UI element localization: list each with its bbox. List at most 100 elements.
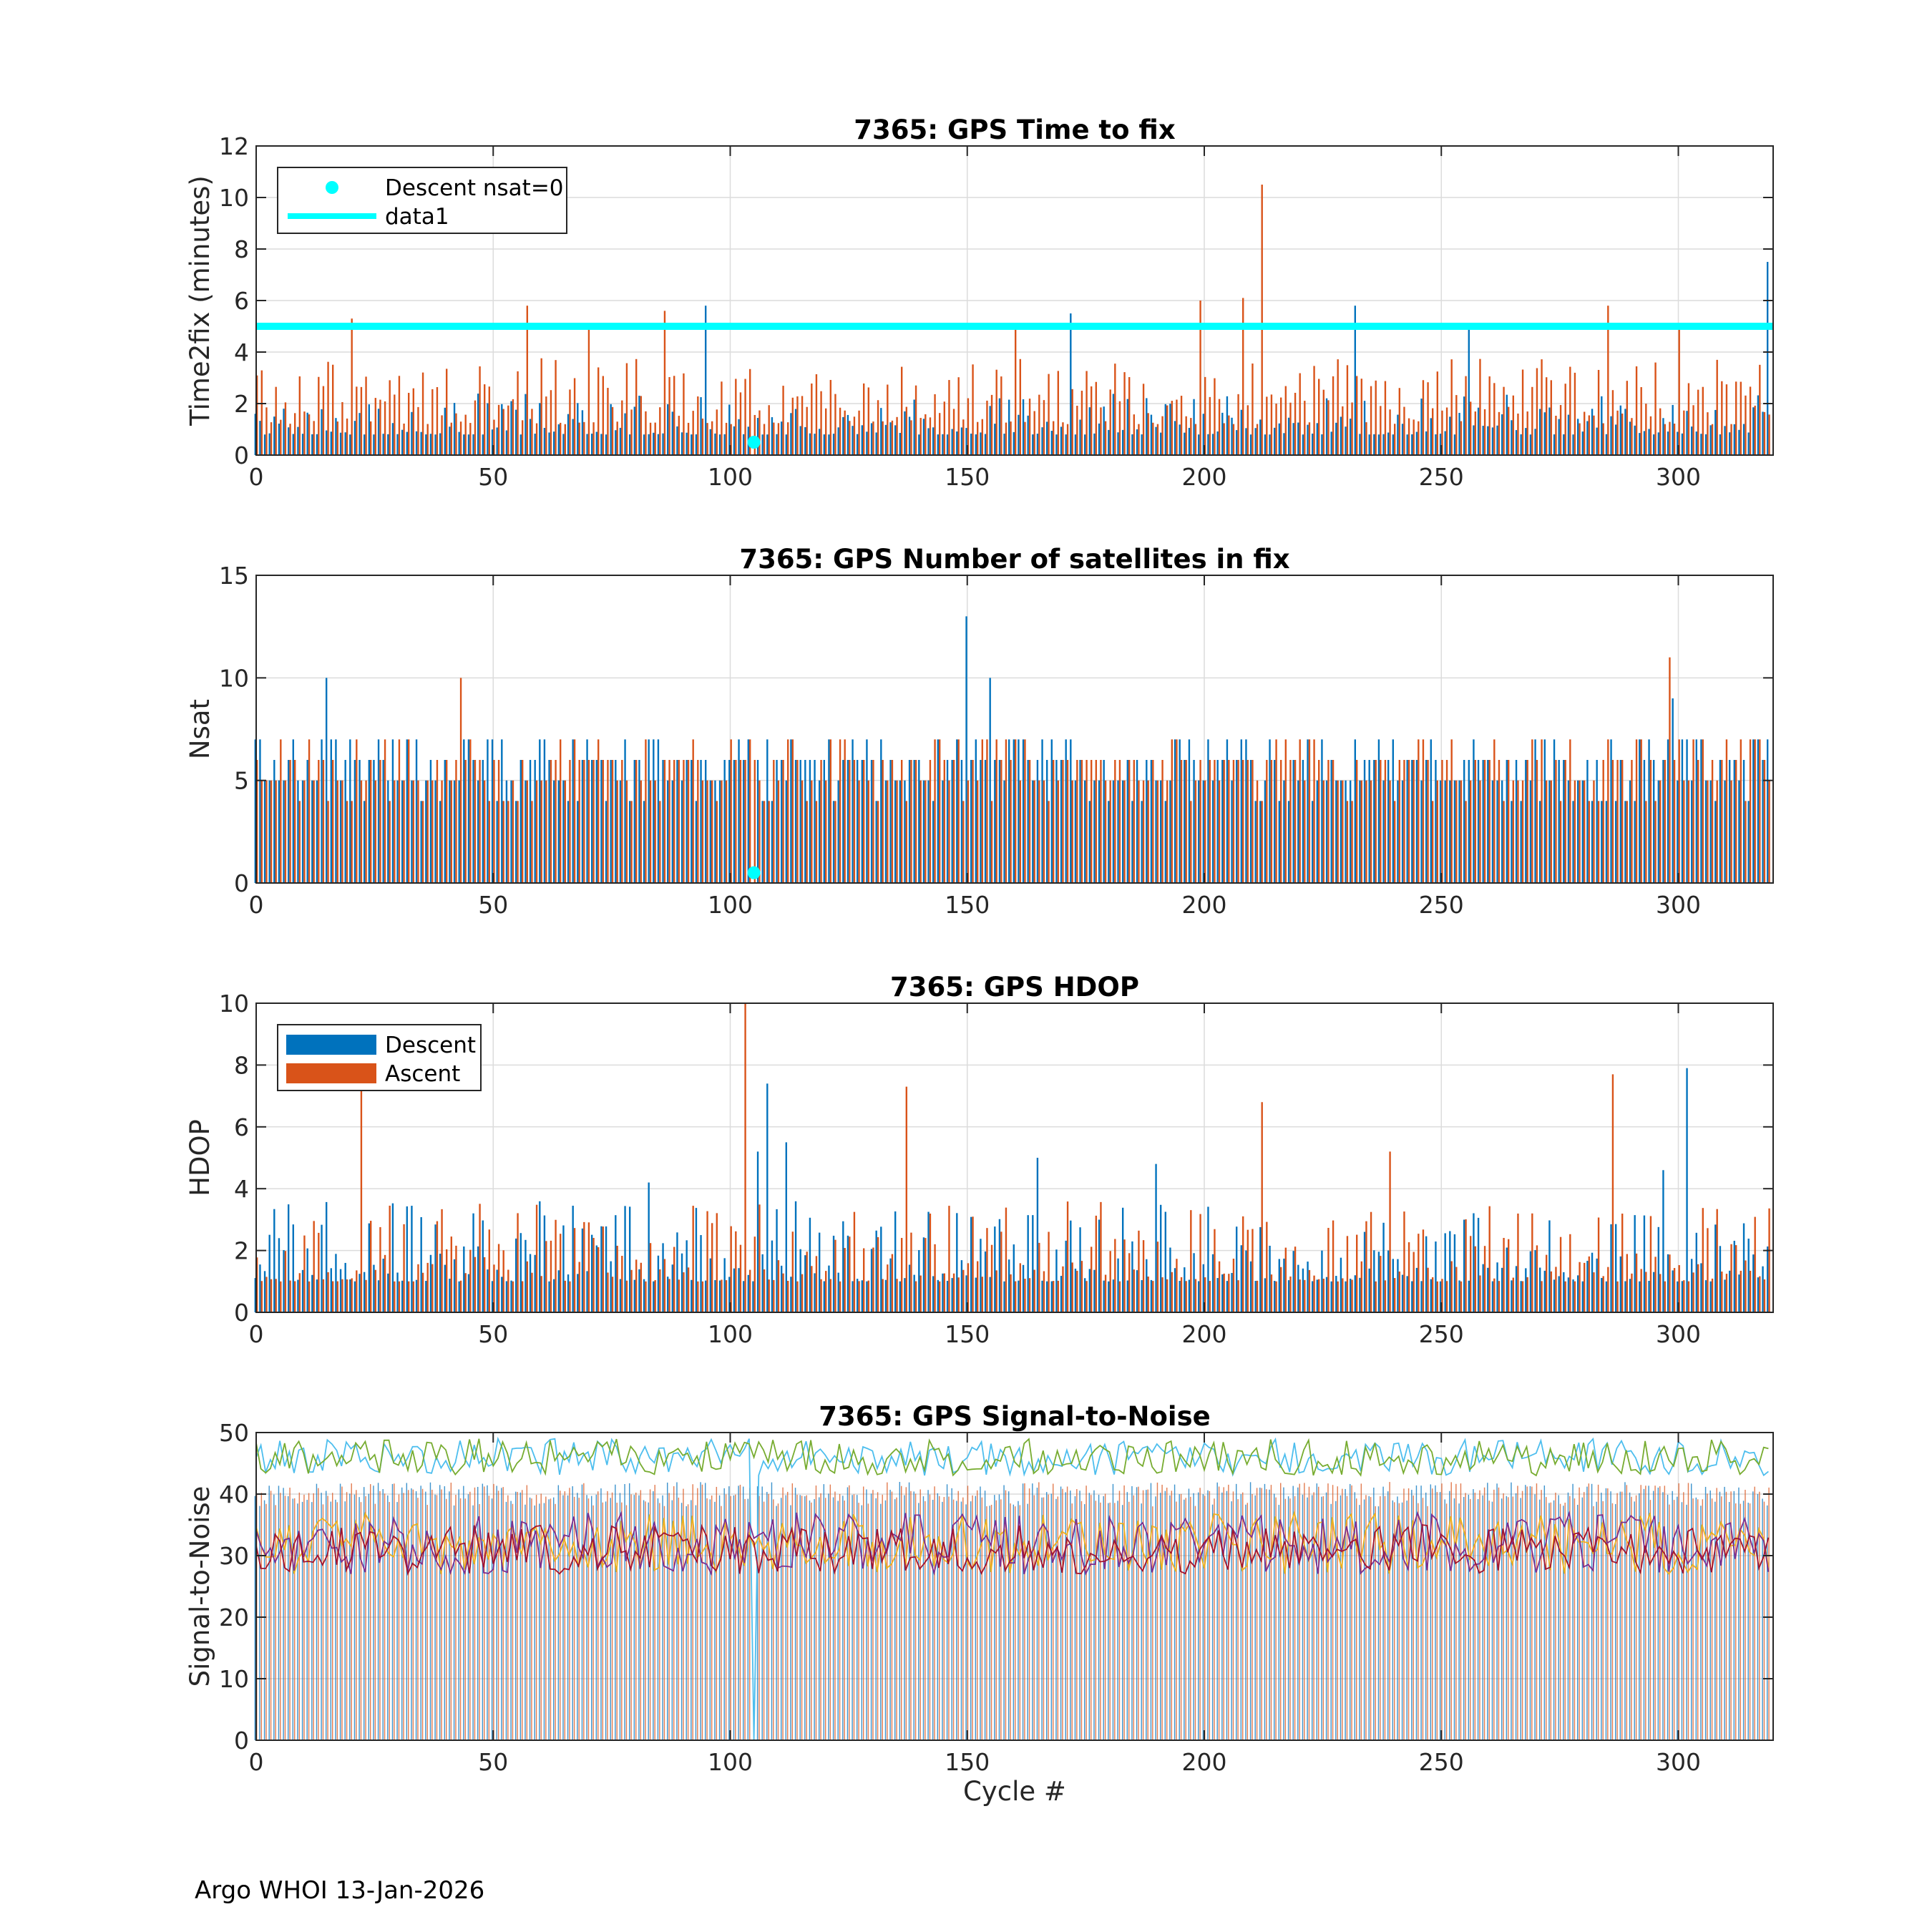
y-tick-label: 20 — [219, 1604, 249, 1631]
snr-descent-bar — [562, 1495, 564, 1740]
snr-descent-bar — [1193, 1493, 1194, 1740]
ascent-bar — [1616, 410, 1619, 455]
ascent-bar — [1066, 424, 1069, 455]
snr-descent-bar — [1657, 1487, 1659, 1740]
snr-ascent-bar — [1597, 1484, 1599, 1740]
descent-bar — [1088, 1269, 1091, 1312]
ascent-bar — [1318, 1279, 1320, 1312]
descent-bar — [648, 1182, 650, 1312]
descent-bar — [335, 1254, 337, 1312]
ascent-bar — [303, 780, 306, 883]
descent-bar — [1245, 739, 1247, 883]
snr-descent-bar — [1359, 1505, 1360, 1740]
y-tick-label: 15 — [219, 562, 249, 590]
ascent-bar — [1488, 1206, 1491, 1312]
descent-bar — [519, 434, 522, 455]
descent-bar — [1752, 739, 1755, 883]
descent-bar — [1487, 1267, 1489, 1312]
snr-ascent-bar — [592, 1505, 594, 1740]
ascent-bar — [1161, 1277, 1163, 1312]
snr-ascent-bar — [782, 1487, 784, 1740]
snr-descent-bar — [1742, 1501, 1745, 1740]
x-tick-label: 0 — [249, 1320, 264, 1348]
ascent-bar — [1725, 384, 1728, 455]
descent-bar — [1316, 1279, 1318, 1312]
ascent-bar — [1246, 760, 1249, 883]
descent-bar — [373, 434, 375, 455]
descent-bar — [1065, 1240, 1067, 1312]
ascent-bar — [370, 1221, 372, 1312]
descent-bar — [1373, 1250, 1375, 1312]
ascent-bar — [294, 1281, 296, 1312]
descent-bar — [301, 780, 304, 883]
ascent-bar — [1294, 392, 1297, 455]
descent-bar — [1226, 1281, 1229, 1312]
descent-bar — [1368, 434, 1370, 455]
descent-bar — [913, 760, 915, 883]
descent-bar — [1468, 760, 1470, 883]
descent-bar — [1050, 431, 1053, 455]
ascent-bar — [1256, 424, 1259, 455]
ascent-bar — [587, 328, 590, 455]
ascent-bar — [1597, 369, 1600, 455]
descent-bar — [870, 1249, 873, 1312]
descent-bar — [1150, 760, 1153, 883]
ascent-bar — [630, 409, 633, 455]
ascent-bar — [265, 780, 268, 883]
descent-bar — [643, 801, 645, 883]
ascent-bar — [1445, 760, 1448, 883]
snr-ascent-bar — [1730, 1491, 1732, 1740]
ascent-bar — [1574, 372, 1576, 455]
ascent-bar — [1010, 1274, 1012, 1312]
ascent-bar — [948, 380, 950, 455]
snr-ascent-bar — [426, 1505, 428, 1740]
ascent-bar — [555, 1219, 557, 1312]
ascent-bar — [914, 1281, 917, 1312]
snr-descent-bar — [1169, 1495, 1171, 1740]
descent-bar — [628, 1206, 631, 1312]
snr-ascent-bar — [678, 1497, 680, 1740]
ascent-bar — [298, 376, 301, 455]
snr-descent-bar — [1425, 1492, 1427, 1740]
descent-bar — [742, 434, 745, 455]
snr-ascent-bar — [270, 1491, 272, 1740]
ascent-bar — [1180, 1277, 1183, 1312]
ascent-bar — [673, 760, 675, 883]
ascent-bar — [1015, 1281, 1017, 1312]
snr-descent-bar — [1083, 1504, 1085, 1740]
ascent-bar — [1550, 380, 1553, 455]
ascent-bar — [360, 780, 363, 883]
snr-ascent-bar — [1000, 1499, 1002, 1740]
descent-bar — [1126, 1280, 1128, 1312]
descent-bar — [1363, 1231, 1366, 1312]
ascent-bar — [1284, 1247, 1287, 1312]
descent-bar — [595, 1245, 597, 1312]
x-tick-label: 300 — [1656, 891, 1701, 919]
snr-ascent-bar — [839, 1493, 841, 1740]
descent-bar — [1411, 760, 1413, 883]
ascent-bar — [939, 1281, 941, 1312]
descent-bar — [799, 760, 801, 883]
snr-descent-bar — [1752, 1491, 1754, 1740]
descent-bar — [1335, 422, 1337, 455]
snr-descent-bar — [1449, 1491, 1450, 1740]
ascent-bar — [450, 422, 453, 455]
ascent-bar — [1114, 364, 1116, 455]
descent-bar — [1614, 1224, 1617, 1312]
snr-descent-bar — [377, 1483, 379, 1740]
descent-bar — [633, 406, 635, 455]
descent-bar — [420, 1216, 422, 1312]
ascent-bar — [820, 1279, 822, 1312]
descent-bar — [534, 1254, 536, 1312]
descent-bar — [1567, 414, 1570, 455]
ascent-bar — [535, 780, 538, 883]
ascent-bar — [896, 416, 898, 455]
snr-ascent-bar — [1204, 1496, 1206, 1740]
descent-bar — [828, 1265, 830, 1312]
ascent-bar — [1080, 391, 1083, 455]
ascent-bar — [739, 392, 742, 455]
snr-descent-bar — [434, 1494, 436, 1740]
descent-bar — [316, 780, 318, 883]
descent-bar — [680, 432, 683, 455]
snr-ascent-bar — [882, 1494, 883, 1740]
